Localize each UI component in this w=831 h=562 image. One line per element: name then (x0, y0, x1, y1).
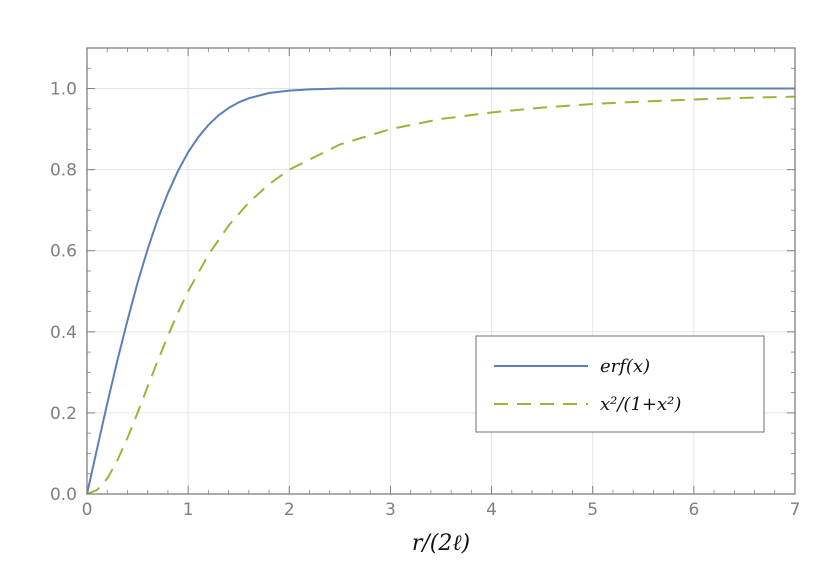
series-line-0 (86, 87, 795, 495)
x-tick-label: 6 (688, 500, 699, 520)
y-tick-label: 0.6 (50, 242, 77, 262)
grid-lines (87, 48, 795, 494)
x-tick-label: 5 (587, 500, 598, 520)
x-tick-label: 1 (183, 500, 194, 520)
tick-marks (86, 48, 796, 495)
y-tick-label: 1.0 (50, 80, 77, 100)
x-tick-label: 0 (82, 500, 93, 520)
series-layer (86, 87, 796, 495)
y-tick-labels: 0.0 0.2 0.4 0.6 0.8 1.0 (50, 80, 77, 505)
x-tick-label: 2 (284, 500, 295, 520)
y-tick-label: 0.0 (50, 485, 77, 505)
x-tick-labels: 0 1 2 3 4 5 6 7 (82, 500, 801, 520)
legend-box (475, 335, 765, 433)
y-tick-label: 0.2 (50, 404, 77, 424)
legend-label-erf: erf(x) (600, 356, 650, 377)
x-tick-label: 3 (385, 500, 396, 520)
legend-label-rational: x²/(1+x²) (600, 394, 681, 415)
x-tick-label: 4 (486, 500, 497, 520)
y-tick-label: 0.4 (50, 323, 77, 343)
y-tick-label: 0.8 (50, 161, 77, 181)
x-axis-title: r/(2ℓ) (412, 531, 470, 556)
x-tick-label: 7 (790, 500, 801, 520)
legend: erf(x) x²/(1+x²) (475, 335, 765, 433)
series-line-1 (86, 95, 796, 495)
